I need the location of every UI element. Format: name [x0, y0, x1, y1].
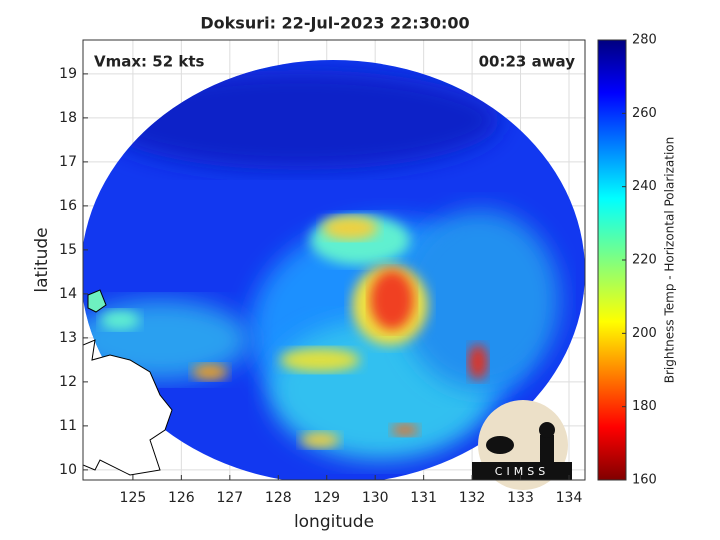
logo: CIMSS — [472, 400, 572, 490]
colorbar-tick-label: 240 — [632, 179, 657, 194]
x-tick-label: 133 — [507, 490, 534, 506]
colorbar-tick-label: 280 — [632, 33, 657, 48]
colorbar-tick-label: 220 — [632, 253, 657, 268]
y-tick-label: 14 — [59, 286, 77, 302]
x-tick-label: 130 — [362, 490, 389, 506]
y-tick-label: 19 — [59, 66, 77, 82]
colorbar-tick-label: 180 — [632, 399, 657, 414]
y-tick-label: 17 — [59, 154, 77, 170]
chart-title: Doksuri: 22-Jul-2023 22:30:00 — [200, 14, 469, 33]
logo-text: CIMSS — [495, 465, 549, 478]
y-tick-label: 18 — [59, 110, 77, 126]
x-axis-label: longitude — [294, 512, 374, 532]
colorbar-tick-label: 200 — [632, 326, 657, 341]
x-tick-label: 131 — [410, 490, 437, 506]
y-tick-label: 13 — [59, 330, 77, 346]
x-tick-label: 126 — [168, 490, 195, 506]
x-tick-label: 128 — [265, 490, 292, 506]
y-tick-label: 16 — [59, 198, 77, 214]
swath-image — [83, 60, 585, 480]
colorbar-label: Brightness Temp - Horizontal Polarizatio… — [663, 137, 677, 384]
colorbar-tick-label: 260 — [632, 106, 657, 121]
annotation: 00:23 away — [479, 53, 576, 71]
colorbar — [597, 39, 627, 481]
annotation: Vmax: 52 kts — [94, 53, 204, 71]
y-tick-label: 11 — [59, 418, 77, 434]
x-tick-label: 129 — [313, 490, 340, 506]
y-axis-label: latitude — [32, 227, 52, 292]
plot-frame — [82, 39, 586, 481]
x-tick-label: 127 — [216, 490, 243, 506]
x-tick-label: 134 — [556, 490, 583, 506]
colorbar-tick-label: 160 — [632, 473, 657, 488]
x-tick-label: 125 — [120, 490, 147, 506]
y-tick-label: 12 — [59, 374, 77, 390]
x-tick-label: 132 — [459, 490, 486, 506]
y-tick-label: 10 — [59, 462, 77, 478]
y-tick-label: 15 — [59, 242, 77, 258]
